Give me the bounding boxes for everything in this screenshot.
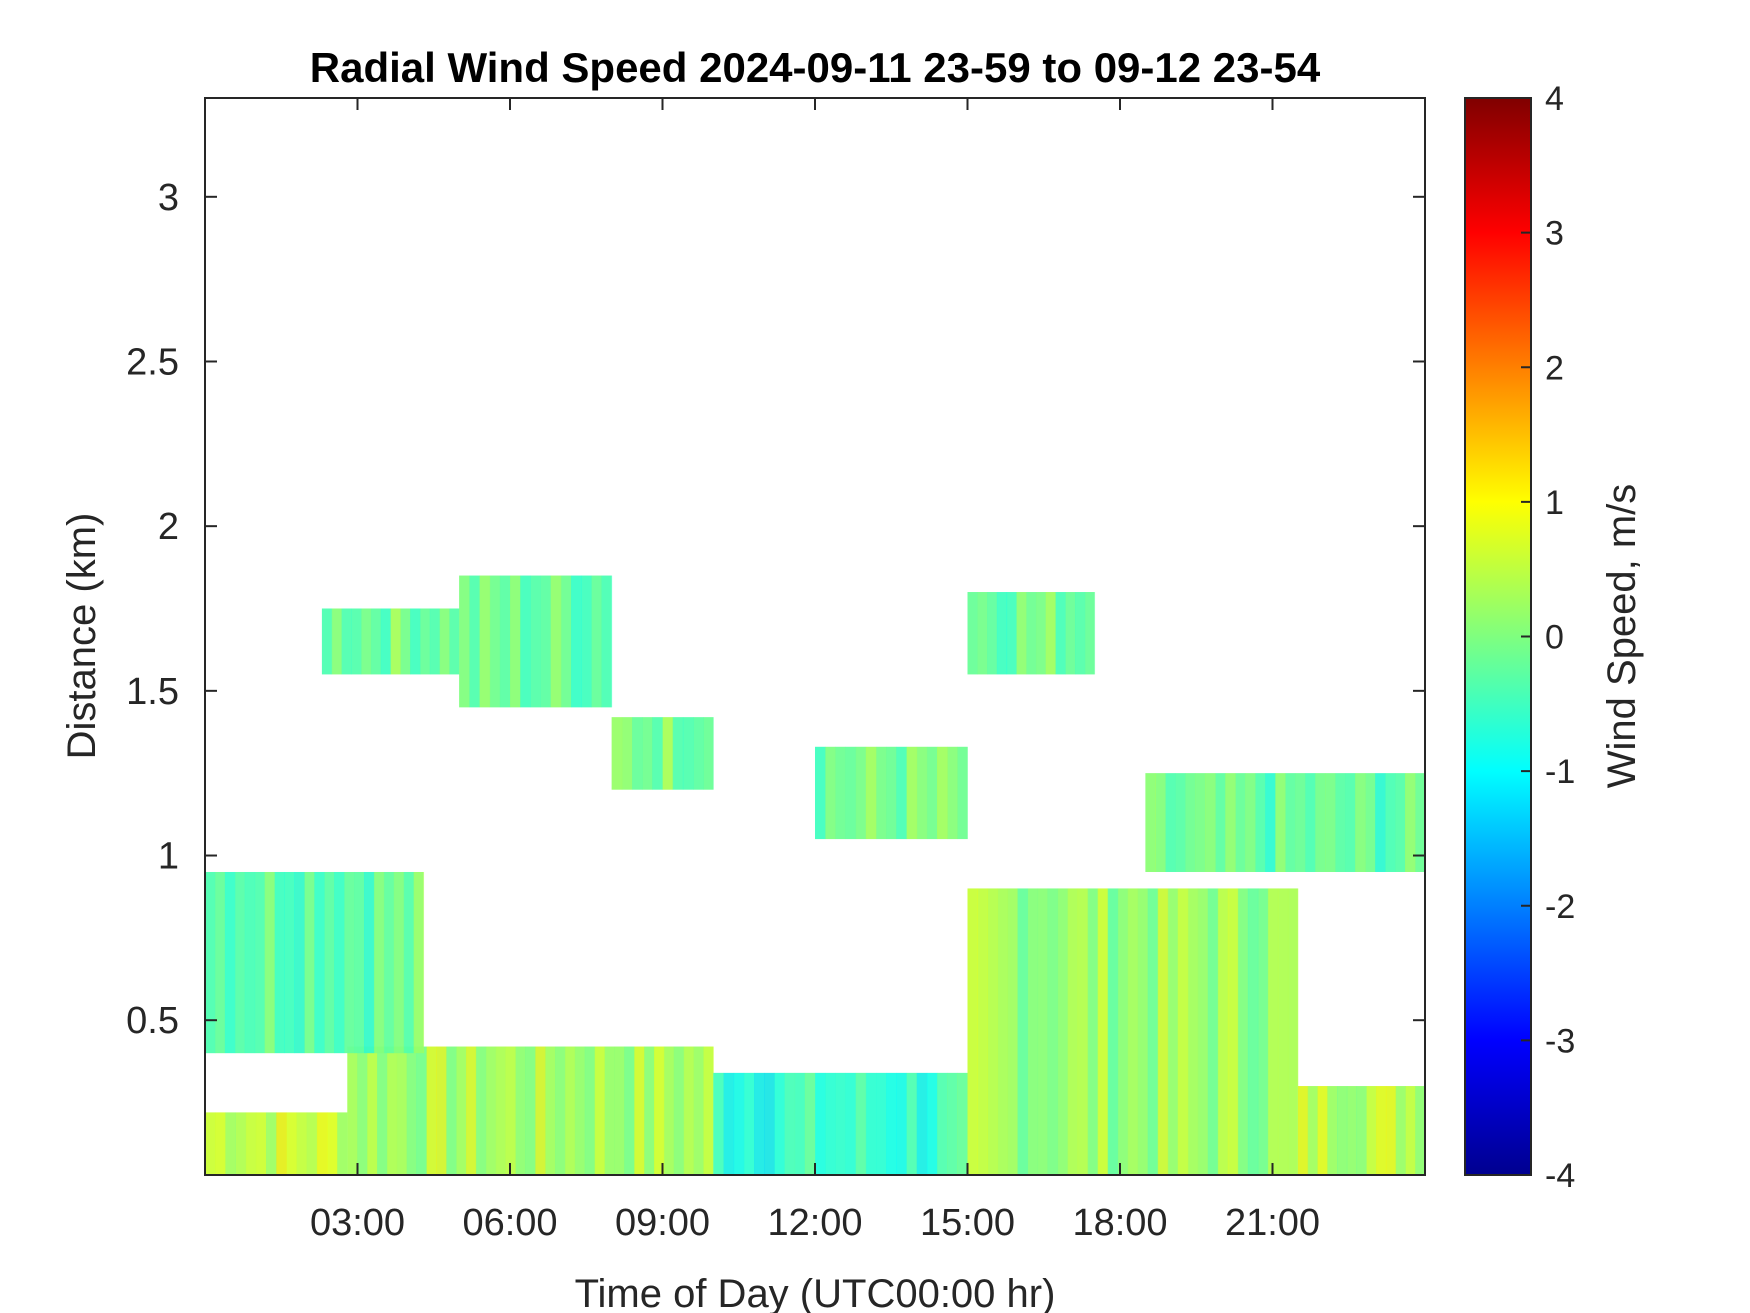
colorbar-tick-label: 3 <box>1545 215 1564 253</box>
heatmap-region <box>967 592 1096 675</box>
x-axis: 03:00 06:00 09:00 12:00 15:00 18:00 21:00 <box>310 98 1320 1244</box>
heatmap-region <box>1297 1086 1425 1175</box>
x-tick-label: 03:00 <box>310 1202 405 1244</box>
colorbar-tick-label: 4 <box>1545 80 1564 118</box>
heatmap-region <box>713 1072 968 1175</box>
x-tick-label: 15:00 <box>920 1202 1015 1244</box>
heatmap-region <box>321 608 460 675</box>
colorbar-tick-label: -3 <box>1545 1022 1575 1060</box>
heatmap-region <box>205 871 425 1054</box>
y-tick-label: 3 <box>158 177 179 219</box>
y-tick-label: 1 <box>158 836 179 878</box>
colorbar-tick-label: 2 <box>1545 349 1564 387</box>
heatmap-area <box>205 575 1425 1175</box>
colorbar <box>1464 97 1532 1176</box>
colorbar-tick-label: -1 <box>1545 753 1575 791</box>
y-tick-label: 2.5 <box>126 341 179 383</box>
colorbar-tick-label: 1 <box>1545 484 1564 522</box>
y-tick-label: 1.5 <box>126 671 179 713</box>
colorbar-label: Wind Speed, m/s <box>1600 484 1644 789</box>
chart-title: Radial Wind Speed 2024-09-11 23-59 to 09… <box>310 44 1321 91</box>
x-tick-label: 09:00 <box>615 1202 710 1244</box>
y-axis-label: Distance (km) <box>60 513 104 760</box>
heatmap-region <box>459 575 613 708</box>
x-tick-label: 21:00 <box>1225 1202 1320 1244</box>
x-tick-label: 18:00 <box>1072 1202 1167 1244</box>
y-tick-label: 0.5 <box>126 1000 179 1042</box>
x-axis-label: Time of Day (UTC00:00 hr) <box>575 1272 1056 1313</box>
colorbar-tick-label: 0 <box>1545 619 1564 657</box>
heatmap-region <box>967 888 1299 1175</box>
heatmap-region <box>347 1046 714 1175</box>
colorbar-tick-label: -2 <box>1545 888 1575 926</box>
y-tick-label: 2 <box>158 506 179 548</box>
heatmap-region <box>815 746 968 840</box>
x-tick-label: 12:00 <box>767 1202 862 1244</box>
colorbar-ticks: -4 -3 -2 -1 0 1 2 3 4 <box>1521 80 1575 1195</box>
colorbar-tick-label: -4 <box>1545 1157 1575 1195</box>
x-tick-label: 06:00 <box>462 1202 557 1244</box>
heatmap-region <box>205 1112 348 1175</box>
y-axis: 0.5 1 1.5 2 2.5 3 <box>126 177 1425 1042</box>
heatmap-region <box>1145 773 1425 872</box>
heatmap-region <box>611 717 714 790</box>
